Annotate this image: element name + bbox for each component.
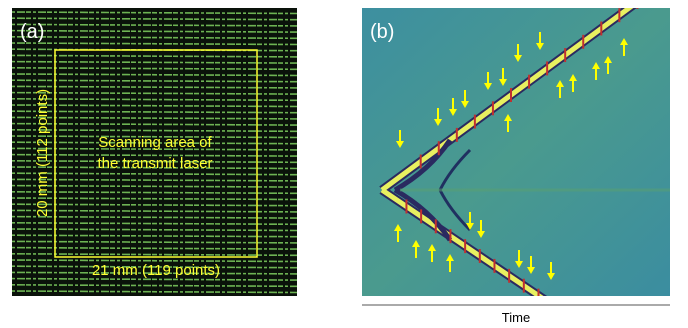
panel-label: (b) bbox=[370, 21, 394, 43]
axis-label: Time bbox=[502, 310, 530, 325]
annotation: the transmit laser bbox=[97, 155, 212, 172]
figure: (a) Scanning area of the transmit laser … bbox=[0, 0, 688, 328]
width-label: 21 mm (119 points) bbox=[92, 262, 220, 279]
height-label: 20 mm (112 points) bbox=[34, 89, 51, 217]
panel-a: (a) Scanning area of the transmit laser … bbox=[12, 8, 297, 296]
annotation: Scanning area of bbox=[98, 134, 212, 151]
panel-b: (b) Time bbox=[362, 0, 670, 325]
panel-label: (a) bbox=[20, 21, 44, 43]
